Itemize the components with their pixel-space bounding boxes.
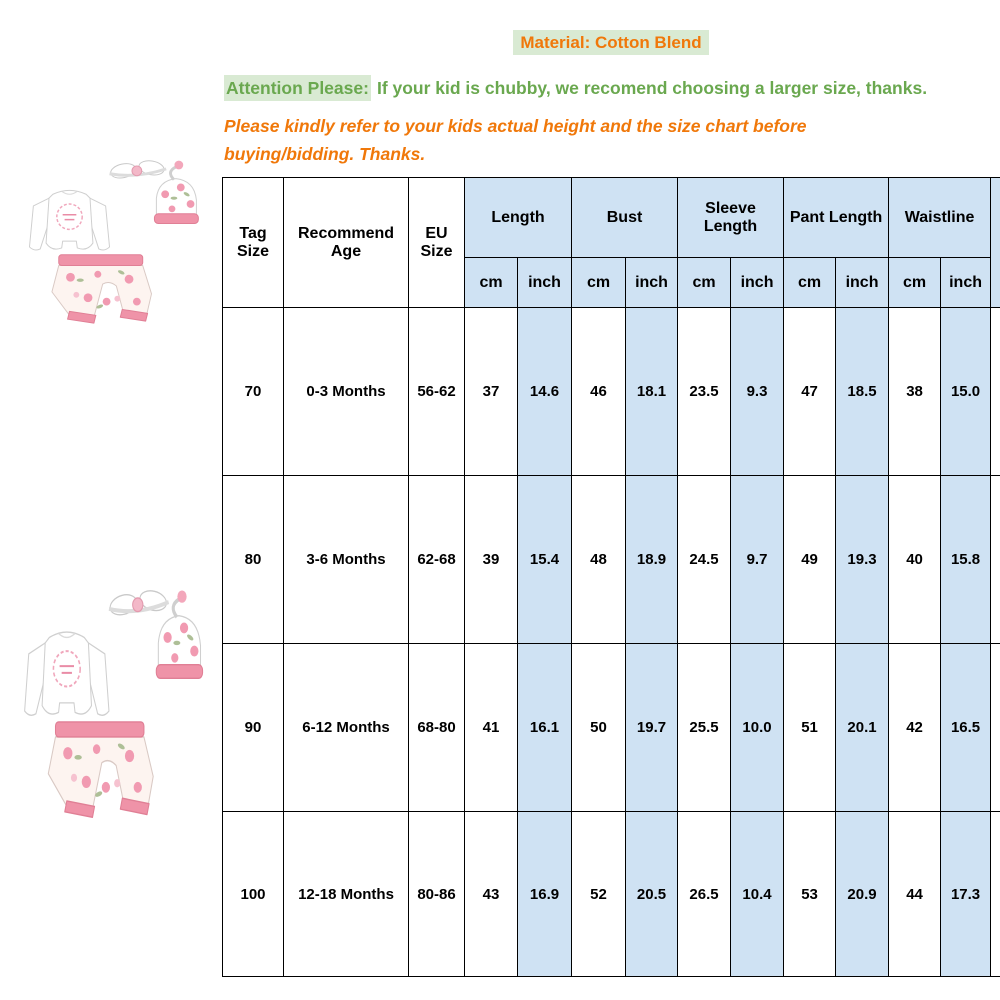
table-cell: 46 (571, 307, 627, 476)
table-cell-sliver (990, 811, 1000, 977)
table-cell: 23.5 (677, 307, 732, 476)
header-cell: Recommend Age (283, 177, 409, 308)
header-cell: EU Size (408, 177, 465, 308)
table-cell: 16.5 (940, 643, 992, 812)
unit-header-cell: cm (571, 257, 627, 308)
table-cell: 39 (464, 475, 518, 644)
table-cell: 19.3 (835, 475, 890, 644)
table-cell: 20.5 (625, 811, 679, 977)
table-cell: 68-80 (408, 643, 465, 812)
table-cell: 25.5 (677, 643, 732, 812)
table-cell: 16.1 (516, 643, 573, 812)
table-cell: 12-18 Months (283, 811, 409, 977)
unit-header-cell: inch (940, 257, 992, 308)
table-cell: 40 (888, 475, 942, 644)
table-cell: 47 (783, 307, 837, 476)
table-cell: 20.9 (835, 811, 890, 977)
table-cell: 9.7 (730, 475, 785, 644)
header-cell: Pant Length (783, 177, 890, 258)
unit-header-cell: inch (835, 257, 890, 308)
table-cell: 90 (222, 643, 284, 812)
table-cell: 18.1 (625, 307, 679, 476)
table-cell-sliver (990, 643, 1000, 812)
material-note-text: Material: Cotton Blend (513, 30, 709, 55)
unit-header-cell: cm (464, 257, 518, 308)
table-cell: 49 (783, 475, 837, 644)
unit-header-cell: inch (625, 257, 679, 308)
table-cell: 51 (783, 643, 837, 812)
table-cell-sliver (990, 475, 1000, 644)
table-cell: 37 (464, 307, 518, 476)
table-cell: 41 (464, 643, 518, 812)
table-row: 70 0-3 Months 56-62 37 14.6 46 18.1 23.5 9.3 47 18… (222, 307, 1000, 476)
header-cell-sliver (990, 177, 1000, 308)
table-cell: 38 (888, 307, 942, 476)
refer-note: Please kindly refer to your kids actual … (224, 116, 807, 164)
unit-header-cell: inch (730, 257, 785, 308)
header-cell: Length (463, 177, 573, 258)
table-cell: 70 (222, 307, 284, 476)
table-cell: 52 (571, 811, 627, 977)
table-cell: 16.9 (516, 811, 573, 977)
table-cell: 62-68 (408, 475, 465, 644)
table-cell: 17.3 (940, 811, 992, 977)
table-cell: 43 (464, 811, 518, 977)
table-cell: 44 (888, 811, 942, 977)
header-row-units: cm inch cm inch cm inch cm inch cm inch (223, 257, 1000, 308)
table-cell: 48 (571, 475, 627, 644)
table-cell: 56-62 (408, 307, 465, 476)
table-cell: 14.6 (516, 307, 573, 476)
table-cell: 0-3 Months (283, 307, 409, 476)
table-cell: 18.9 (625, 475, 679, 644)
header-row-groups: Tag Size Recommend Age EU Size Length Bust Sl… (222, 177, 1000, 308)
table-cell: 20.1 (835, 643, 890, 812)
table-cell: 15.8 (940, 475, 992, 644)
table-cell: 10.4 (730, 811, 785, 977)
table-cell: 24.5 (677, 475, 732, 644)
table-row: 90 6-12 Months 68-80 41 16.1 50 19.7 25.5 10.0 51… (222, 643, 1000, 812)
table-cell: 80 (222, 475, 284, 644)
size-chart-table: Tag Size Recommend Age EU Size Length Bust Sl… (222, 177, 1000, 977)
unit-header-cell: cm (888, 257, 942, 308)
table-row: 80 3-6 Months 62-68 39 15.4 48 18.9 24.5 9.7 49 19… (222, 475, 1000, 644)
material-note: Material: Cotton Blend (222, 30, 1000, 55)
content-area: Material: Cotton Blend Attention Please:… (222, 0, 1000, 977)
table-cell: 15.0 (940, 307, 992, 476)
table-cell: 42 (888, 643, 942, 812)
table-cell: 18.5 (835, 307, 890, 476)
table-cell: 10.0 (730, 643, 785, 812)
unit-header-cell: inch (516, 257, 573, 308)
table-cell: 6-12 Months (283, 643, 409, 812)
table-cell: 50 (571, 643, 627, 812)
table-cell: 19.7 (625, 643, 679, 812)
table-cell: 3-6 Months (283, 475, 409, 644)
unit-header-cell: cm (677, 257, 732, 308)
table-cell: 80-86 (408, 811, 465, 977)
table-cell-sliver (990, 307, 1000, 476)
table-cell: 26.5 (677, 811, 732, 977)
header-cell: Waistline (888, 177, 992, 258)
unit-header-cell: cm (783, 257, 837, 308)
attention-note: Attention Please: If your kid is chubby, … (224, 75, 1000, 101)
table-cell: 100 (222, 811, 284, 977)
table-cell: 15.4 (516, 475, 573, 644)
table-cell: 9.3 (730, 307, 785, 476)
product-photo-top (28, 157, 200, 325)
attention-prefix: Attention Please: (224, 75, 371, 101)
table-row: 100 12-18 Months 80-86 43 16.9 52 20.5 26.5 10.4… (222, 811, 1000, 977)
header-cell: Sleeve Length (677, 177, 785, 258)
table-cell: 53 (783, 811, 837, 977)
header-cell: Bust (571, 177, 679, 258)
header-cell: Tag Size (222, 177, 284, 308)
product-photo-bottom (2, 583, 218, 835)
attention-text: If your kid is chubby, we recomend choos… (376, 78, 928, 98)
